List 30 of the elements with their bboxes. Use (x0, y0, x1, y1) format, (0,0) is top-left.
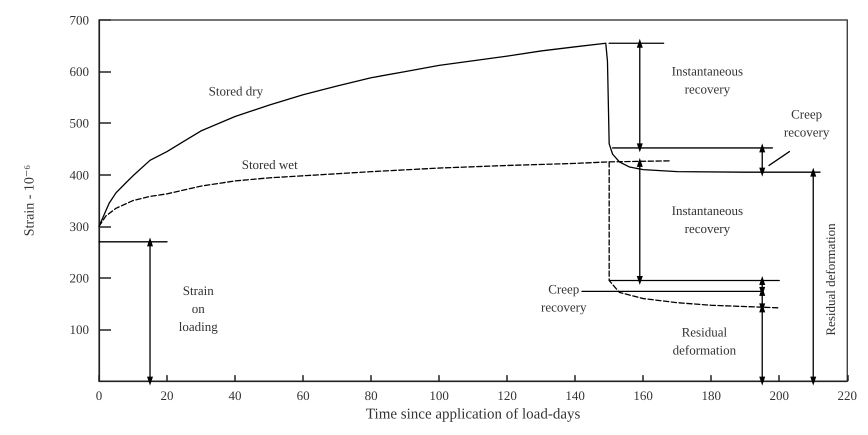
annotation: Creep recovery (784, 106, 830, 140)
y-tick-label: 100 (70, 322, 89, 338)
x-tick-label: 40 (228, 388, 242, 404)
x-tick-label: 120 (497, 388, 517, 404)
x-tick-label: 200 (769, 388, 789, 404)
x-tick-label: 180 (701, 388, 721, 404)
x-tick-label: 60 (296, 388, 310, 404)
x-tick-label: 160 (633, 388, 653, 404)
annotation: Instantaneous recovery (672, 63, 744, 96)
x-tick-label: 20 (160, 388, 174, 404)
annotation: Residual deformation (823, 222, 838, 336)
y-tick-label: 500 (70, 116, 89, 131)
y-axis-title: Strain - 10⁻⁶ (22, 164, 38, 236)
x-tick-label: 80 (364, 388, 378, 404)
x-tick-label: 140 (565, 388, 585, 404)
x-tick-label: 0 (96, 388, 102, 404)
x-tick-label: 220 (838, 388, 857, 404)
y-tick-label: 300 (70, 218, 89, 234)
annotation: Stored wet (242, 157, 298, 172)
y-tick-label: 700 (70, 12, 89, 28)
annotation: Residual deformation (672, 324, 737, 358)
x-tick-label: 100 (429, 388, 449, 404)
annotation: Instantaneous recovery (672, 203, 744, 236)
x-axis-title: Time since application of load-days (366, 406, 580, 422)
y-tick-label: 400 (70, 167, 89, 182)
annotation: Creep recovery (541, 281, 587, 314)
y-tick-label: 600 (70, 64, 89, 80)
annotation: Strain on loading (178, 282, 218, 334)
y-tick-label: 200 (70, 270, 89, 286)
annotation: Stored dry (208, 83, 264, 98)
